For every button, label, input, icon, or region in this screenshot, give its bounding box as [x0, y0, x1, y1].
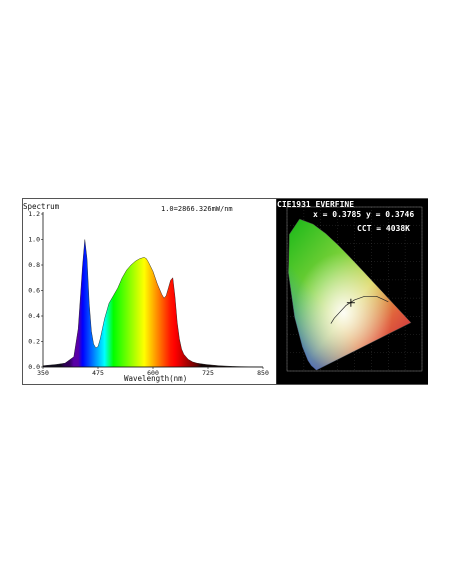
x-tick-label: 475 [92, 369, 104, 377]
x-tick-label: 350 [37, 369, 49, 377]
cie-plot [286, 206, 423, 372]
spectrum-area [42, 239, 264, 368]
y-tick-label: 0.2 [28, 338, 40, 346]
y-tick-label: 1.0 [28, 236, 40, 244]
cie-title: CIE1931 EVERFINE [277, 200, 355, 209]
y-tick-label: 1.2 [28, 210, 40, 218]
x-tick-label: 850 [257, 369, 269, 377]
cie-xy-readout: x = 0.3785 y = 0.3746 [313, 210, 415, 219]
cie-cct: CCT = 4038K [357, 224, 410, 233]
spectrum-title: Spectrum [23, 202, 60, 211]
spectrum-plot: 0.0 0.2 0.4 0.6 0.8 1.0 1.2 350 475 600 725 850 [28, 210, 269, 377]
x-tick-label: 600 [147, 369, 159, 377]
cie-chromaticity-chart: CIE1931 EVERFINE x = 0.3785 y = 0.3746 C… [276, 199, 428, 384]
y-tick-label: 0.6 [28, 287, 40, 295]
y-tick-label: 0.8 [28, 261, 40, 269]
spectrum-chart: 0.0 0.2 0.4 0.6 0.8 1.0 1.2 350 475 600 725 850 Spe… [23, 199, 275, 384]
y-tick-label: 0.0 [28, 363, 40, 371]
cie-frame [286, 206, 423, 372]
y-tick-label: 0.4 [28, 312, 40, 320]
figure-frame: 0.0 0.2 0.4 0.6 0.8 1.0 1.2 350 475 600 725 850 Spe… [22, 198, 428, 385]
x-axis-label: Wavelength(nm) [124, 374, 188, 383]
x-tick-label: 725 [202, 369, 214, 377]
spectrum-annotation: 1.0=2866.326mW/nm [161, 205, 233, 213]
cie-gamut-white [288, 219, 411, 371]
